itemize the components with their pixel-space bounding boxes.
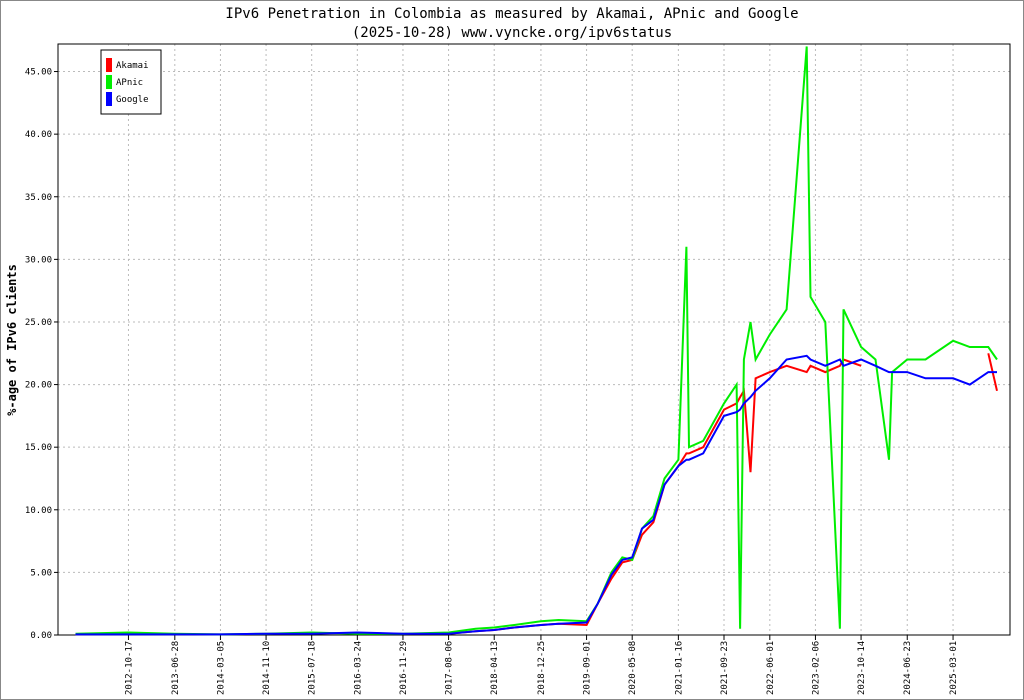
series-line (75, 354, 997, 636)
y-tick-label: 40.00 (25, 130, 52, 140)
y-tick-label: 10.00 (25, 506, 52, 516)
x-tick-label: 2023-10-14 (857, 641, 867, 695)
y-tick-label: 35.00 (25, 193, 52, 203)
x-tick-label: 2012-10-17 (124, 641, 134, 695)
chart-subtitle: (2025-10-28) www.vyncke.org/ipv6status (352, 25, 672, 41)
x-tick-label: 2016-11-29 (399, 641, 409, 695)
legend-label: APnic (116, 78, 143, 88)
y-tick-label: 30.00 (25, 255, 52, 265)
x-tick-label: 2024-06-23 (903, 641, 913, 695)
legend-swatch (106, 92, 112, 106)
x-tick-label: 2025-03-01 (949, 641, 959, 695)
x-tick-label: 2020-05-08 (628, 641, 638, 695)
x-tick-label: 2014-03-05 (216, 641, 226, 695)
x-tick-label: 2016-03-24 (353, 641, 363, 695)
x-tick-label: 2015-07-18 (308, 641, 318, 695)
legend-swatch (106, 58, 112, 72)
x-tick-label: 2022-06-01 (766, 641, 776, 695)
x-tick-label: 2018-04-13 (490, 641, 500, 695)
x-tick-label: 2021-09-23 (720, 641, 730, 695)
x-tick-label: 2019-09-01 (583, 641, 593, 695)
x-tick-label: 2018-12-25 (537, 641, 547, 695)
y-tick-label: 0.00 (30, 631, 52, 641)
legend-swatch (106, 75, 112, 89)
series-line (448, 353, 998, 635)
series-line (75, 46, 998, 636)
x-tick-label: 2017-08-06 (445, 641, 455, 695)
y-tick-label: 45.00 (25, 68, 52, 78)
chart-title: IPv6 Penetration in Colombia as measured… (225, 6, 798, 22)
y-tick-label: 25.00 (25, 318, 52, 328)
legend-label: Google (116, 95, 149, 105)
plot-frame (57, 43, 1011, 636)
y-axis-label: %-age of IPv6 clients (5, 264, 19, 416)
y-tick-label: 20.00 (25, 381, 52, 391)
y-tick-label: 15.00 (25, 443, 52, 453)
legend-label: Akamai (116, 61, 149, 71)
x-tick-label: 2014-11-10 (262, 641, 272, 695)
x-tick-label: 2023-02-06 (811, 641, 821, 695)
x-tick-label: 2013-06-28 (171, 641, 181, 695)
y-tick-label: 5.00 (30, 568, 52, 578)
x-tick-label: 2021-01-16 (674, 641, 684, 695)
